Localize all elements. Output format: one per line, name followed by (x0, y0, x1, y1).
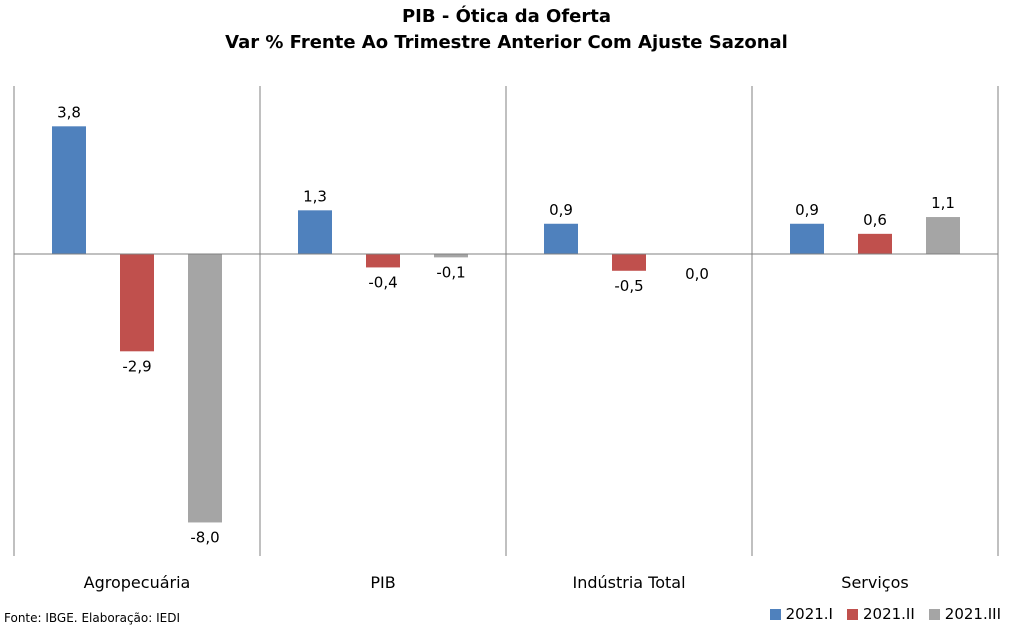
bar (120, 254, 154, 352)
chart-title: PIB - Ótica da Oferta (401, 6, 612, 27)
source-note: Fonte: IBGE. Elaboração: IEDI (4, 611, 181, 625)
bar (612, 254, 646, 271)
data-label: -0,1 (436, 263, 465, 281)
bar (298, 210, 332, 254)
data-label: 0,0 (685, 265, 709, 283)
data-label: 1,3 (303, 187, 327, 205)
chart-title-block: PIB - Ótica da Oferta Var % Frente Ao Tr… (0, 4, 1013, 56)
bar (52, 126, 86, 254)
data-label: -2,9 (122, 357, 151, 375)
data-label: -0,4 (368, 273, 397, 291)
category-label: Agropecuária (84, 573, 191, 592)
category-label: Indústria Total (572, 573, 685, 592)
bar (188, 254, 222, 523)
data-label: 0,6 (863, 211, 887, 229)
legend-label: 2021.III (944, 605, 1001, 623)
legend-item-2021-iii: 2021.III (928, 605, 1001, 623)
data-label: 1,1 (931, 194, 955, 212)
legend-swatch (928, 608, 940, 620)
legend-label: 2021.II (862, 605, 915, 623)
bar (544, 223, 578, 254)
bar (434, 254, 468, 258)
category-label: Serviços (841, 573, 908, 592)
legend-item-2021-ii: 2021.II (846, 605, 915, 623)
legend-label: 2021.I (785, 605, 833, 623)
bar (790, 223, 824, 254)
data-label: -8,0 (190, 528, 219, 546)
data-label: 0,9 (795, 201, 819, 219)
bar (858, 233, 892, 254)
category-label: PIB (370, 573, 395, 592)
legend-swatch (769, 608, 781, 620)
data-label: -0,5 (614, 277, 643, 295)
data-label: 3,8 (57, 103, 81, 121)
data-label: 0,9 (549, 201, 573, 219)
bar (366, 254, 400, 268)
chart-subtitle: Var % Frente Ao Trimestre Anterior Com A… (225, 32, 788, 53)
legend: 2021.I 2021.II 2021.III (769, 605, 1001, 623)
bar (926, 217, 960, 254)
legend-swatch (846, 608, 858, 620)
legend-item-2021-i: 2021.I (769, 605, 833, 623)
